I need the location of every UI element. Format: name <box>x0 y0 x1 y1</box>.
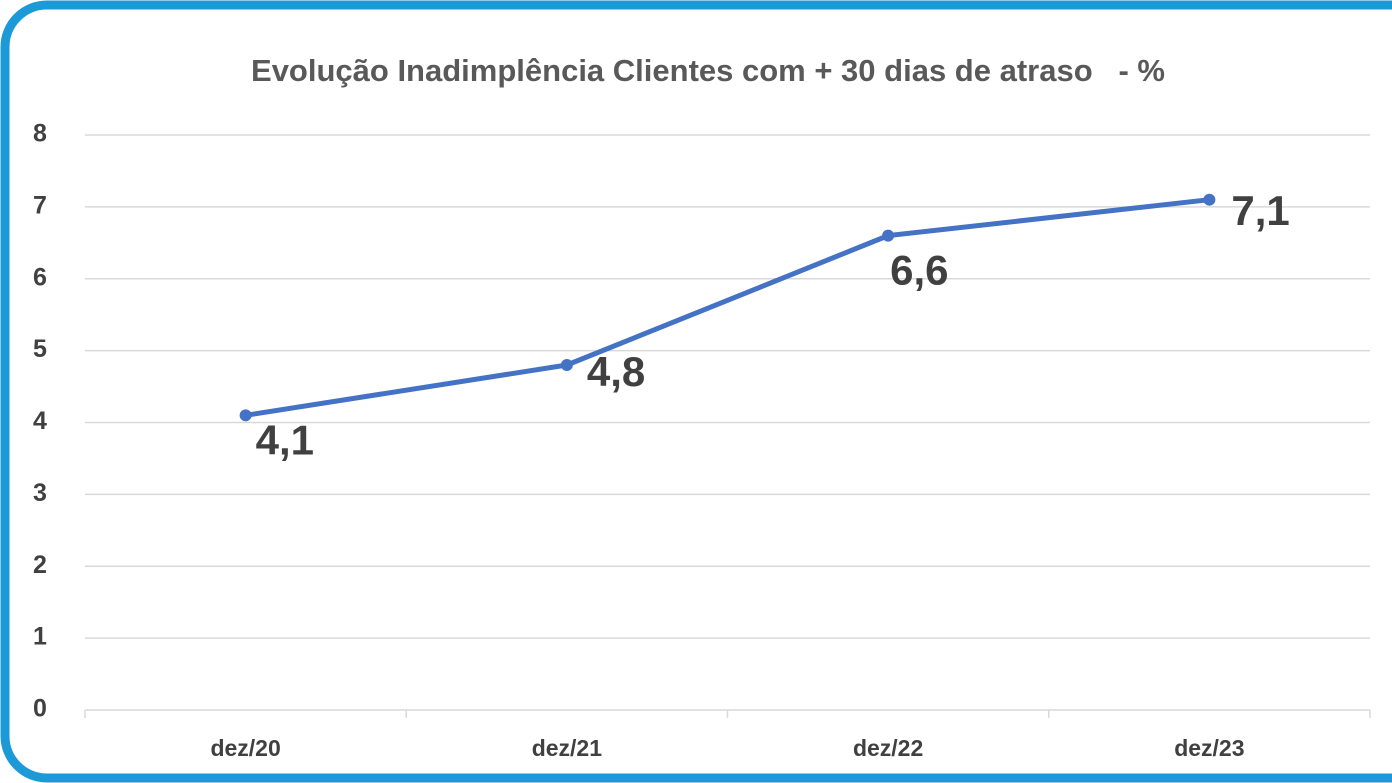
value-label: 7,1 <box>1231 187 1289 234</box>
y-tick-label: 5 <box>33 335 47 363</box>
value-label: 4,1 <box>256 416 314 463</box>
y-tick-label: 4 <box>33 407 47 435</box>
y-tick-label: 0 <box>33 695 47 723</box>
point <box>239 409 252 422</box>
y-tick-label: 1 <box>33 623 47 651</box>
point <box>882 229 895 242</box>
value-label: 6,6 <box>890 247 948 294</box>
y-tick-label: 6 <box>33 263 47 291</box>
y-tick-label: 8 <box>33 120 47 148</box>
x-tick-label: dez/23 <box>1174 735 1244 761</box>
chart-title: Evolução Inadimplência Clientes com + 30… <box>251 53 1165 88</box>
y-tick-label: 3 <box>33 479 47 507</box>
value-label: 4,8 <box>587 348 645 395</box>
x-tick-label: dez/20 <box>210 735 280 761</box>
y-tick-label: 7 <box>33 191 47 219</box>
x-tick-label: dez/21 <box>532 735 603 761</box>
point <box>560 359 573 371</box>
x-tick-label: dez/22 <box>853 735 923 761</box>
line <box>245 197 1210 418</box>
point <box>1203 193 1216 206</box>
y-tick-label: 2 <box>33 551 47 579</box>
